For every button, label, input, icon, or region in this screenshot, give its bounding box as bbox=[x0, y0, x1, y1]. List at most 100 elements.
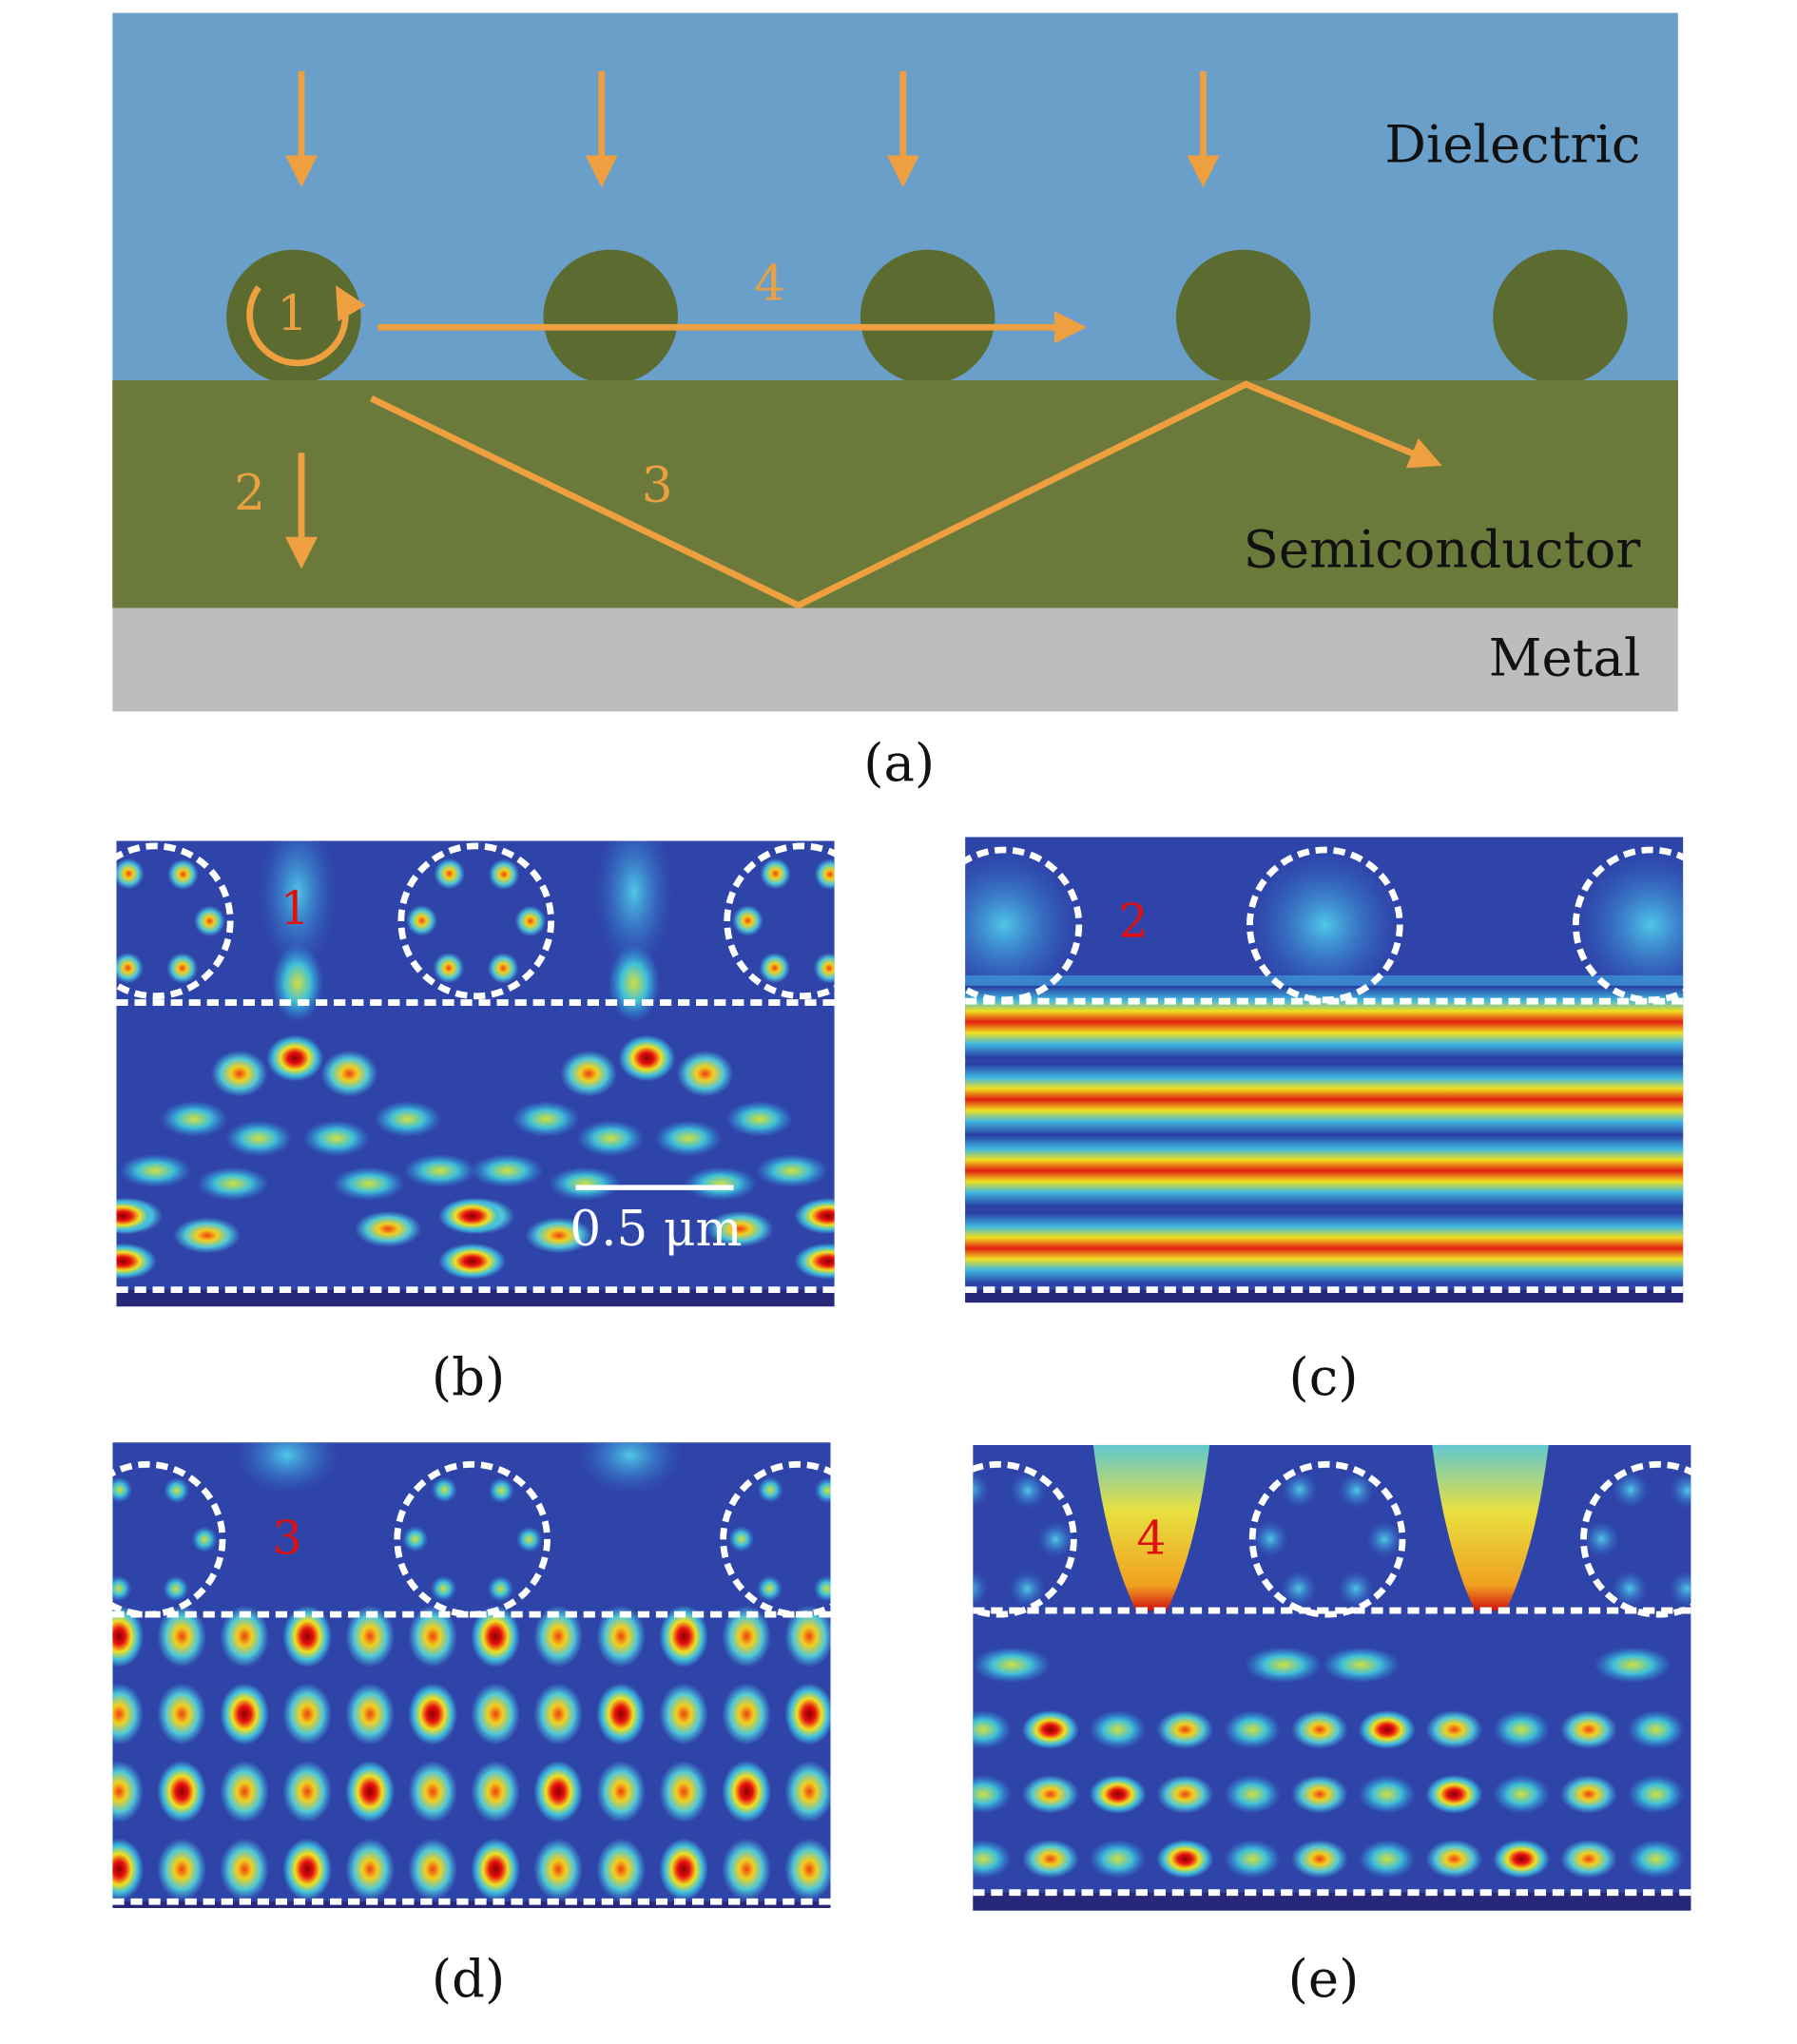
field-lobe bbox=[119, 1153, 192, 1188]
field-lobe bbox=[487, 1575, 514, 1602]
field-lobe bbox=[1365, 1521, 1402, 1558]
field-lobe bbox=[794, 1243, 835, 1280]
field-lobe bbox=[659, 1838, 708, 1900]
field-lobe bbox=[1224, 1774, 1282, 1814]
field-lobe bbox=[78, 1526, 104, 1552]
path-label: 4 bbox=[754, 256, 785, 313]
field-lobe bbox=[157, 1760, 207, 1823]
field-lobe bbox=[705, 1210, 774, 1247]
field-lobe bbox=[654, 1120, 723, 1157]
particle-field bbox=[1249, 849, 1401, 1000]
field-lobe bbox=[1560, 1709, 1617, 1749]
path-label: 1 bbox=[277, 285, 308, 342]
field-lobe bbox=[596, 1760, 646, 1823]
field-lobe bbox=[578, 1442, 683, 1494]
field-lobe bbox=[1281, 1472, 1318, 1509]
field-lobe bbox=[1156, 1709, 1214, 1749]
field-lobe bbox=[471, 1683, 521, 1745]
field-lobe bbox=[406, 905, 437, 936]
field-lobe bbox=[1021, 1774, 1079, 1814]
field-lobe bbox=[191, 1526, 218, 1552]
field-lobe bbox=[1425, 1774, 1483, 1814]
particle-outline bbox=[973, 1460, 1077, 1618]
particle-field bbox=[965, 850, 1079, 1000]
field-lobe bbox=[220, 1605, 270, 1668]
field-lobe bbox=[167, 858, 199, 891]
field-lobe bbox=[210, 1050, 268, 1097]
field-map: 1 0.5 μm bbox=[86, 840, 835, 1307]
field-lobe bbox=[1338, 1472, 1375, 1509]
field-lobe bbox=[760, 858, 791, 890]
field-lobe bbox=[1009, 1571, 1046, 1608]
metal-strip bbox=[973, 1892, 1691, 1911]
field-lobe bbox=[112, 1760, 145, 1823]
mode-label: 2 bbox=[1118, 894, 1148, 948]
field-lobe bbox=[220, 1760, 270, 1823]
mode-label: 3 bbox=[272, 1511, 301, 1565]
field-lobe bbox=[345, 1683, 396, 1745]
field-lobe bbox=[266, 1034, 324, 1082]
field-map: 2 bbox=[965, 837, 1684, 1303]
particle-outline bbox=[1580, 1460, 1691, 1618]
field-lobe bbox=[1612, 1570, 1649, 1607]
particle bbox=[860, 249, 995, 385]
field-lobe bbox=[1594, 1647, 1672, 1684]
particle-outline bbox=[112, 1460, 226, 1618]
field-lobe bbox=[548, 1167, 622, 1201]
field-lobe bbox=[235, 1442, 339, 1494]
field-lobe bbox=[86, 905, 117, 936]
field-lobe bbox=[320, 1050, 378, 1097]
field-lobe bbox=[1627, 1709, 1685, 1749]
field-lobe bbox=[332, 1167, 405, 1201]
field-lobe bbox=[813, 953, 835, 984]
metal-strip bbox=[112, 1901, 831, 1909]
scale-bar-label: 0.5 μm bbox=[570, 1201, 742, 1258]
field-lobe bbox=[157, 1605, 207, 1668]
field-lobe bbox=[732, 905, 763, 936]
field-lobe bbox=[1089, 1774, 1147, 1814]
field-lobe bbox=[514, 905, 547, 937]
field-lobe bbox=[1358, 1839, 1416, 1879]
arrows bbox=[246, 70, 1442, 609]
loop-arrow bbox=[246, 285, 366, 367]
field-lobe bbox=[1493, 1709, 1551, 1749]
field-lobe bbox=[1244, 1647, 1323, 1684]
field-lobe bbox=[116, 1198, 157, 1235]
field bbox=[78, 1442, 831, 1909]
field-lobe bbox=[759, 952, 791, 984]
particle bbox=[1175, 249, 1311, 385]
field-lobe bbox=[1089, 1709, 1147, 1749]
field-lobe bbox=[924, 1521, 960, 1557]
field-lobe bbox=[220, 1683, 270, 1745]
field-lobe bbox=[784, 1760, 831, 1823]
field-lobe bbox=[224, 1120, 293, 1157]
field-lobe bbox=[163, 1575, 189, 1602]
field-lobe bbox=[794, 1198, 835, 1235]
field-lobe bbox=[1583, 1520, 1620, 1557]
field-lobe bbox=[1290, 1709, 1348, 1749]
field-lobe bbox=[1425, 1839, 1483, 1879]
field-lobe bbox=[1224, 1839, 1282, 1879]
field-lobe bbox=[659, 1760, 708, 1823]
field-lobe bbox=[1021, 1709, 1079, 1749]
field-lobe bbox=[282, 1760, 333, 1823]
field-lobe bbox=[1290, 1839, 1348, 1879]
plume bbox=[1432, 1444, 1549, 1611]
field-lobe bbox=[1021, 1839, 1079, 1879]
field-lobe bbox=[434, 858, 466, 890]
caption: (b) bbox=[432, 1346, 505, 1407]
layer-label: Semiconductor bbox=[1244, 518, 1641, 579]
particles bbox=[226, 249, 1628, 385]
particle-outline bbox=[724, 842, 835, 1000]
field-lobe bbox=[756, 1575, 783, 1602]
field-lobe bbox=[784, 1683, 831, 1745]
field-lobe bbox=[282, 1683, 333, 1745]
field-lobe bbox=[1358, 1774, 1416, 1814]
plume bbox=[1092, 1444, 1210, 1611]
field-lobe bbox=[112, 1575, 132, 1602]
field-lobe bbox=[282, 1838, 333, 1900]
field-lobe bbox=[525, 1217, 593, 1254]
field-lobe bbox=[403, 1153, 476, 1188]
field-lobe bbox=[1337, 1571, 1374, 1608]
